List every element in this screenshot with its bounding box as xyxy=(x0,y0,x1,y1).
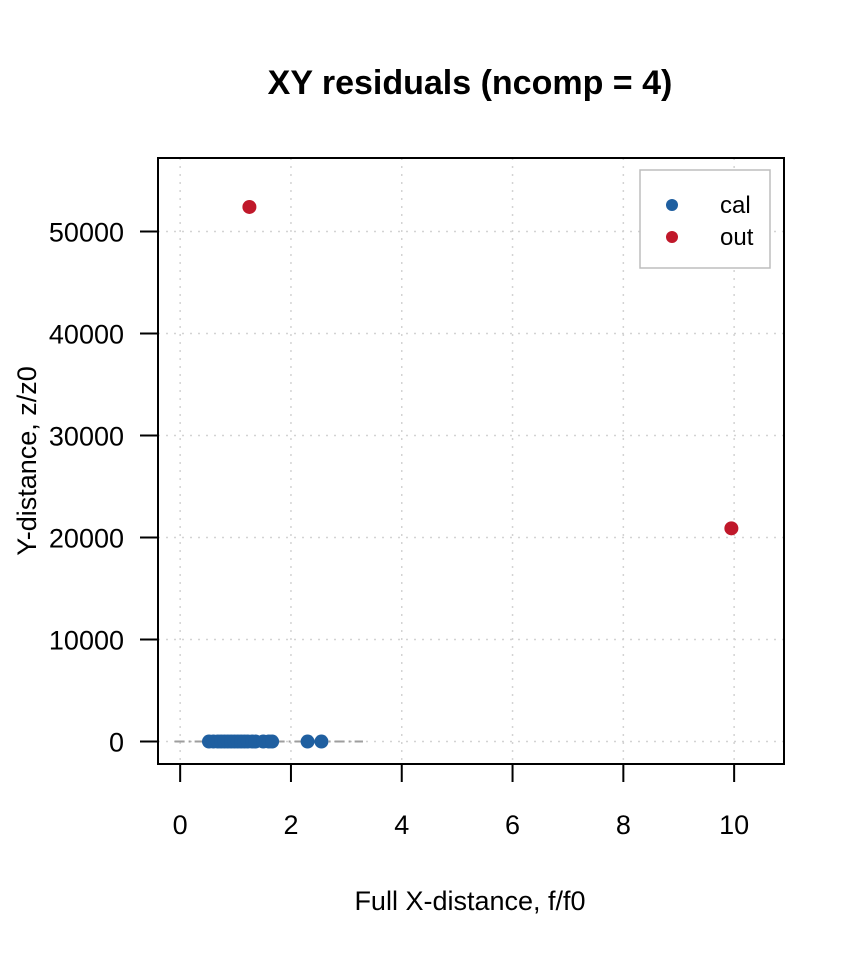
x-tick-label: 0 xyxy=(173,810,188,840)
x-tick-label: 10 xyxy=(719,810,749,840)
legend: cal out xyxy=(639,169,771,269)
x-axis: 0 2 4 6 8 10 xyxy=(173,763,749,840)
legend-marker-out xyxy=(666,231,678,243)
x-tick-label: 2 xyxy=(283,810,298,840)
y-axis-label: Y-distance, z/z0 xyxy=(12,366,42,556)
chart-title: XY residuals (ncomp = 4) xyxy=(268,64,673,102)
x-tick-label: 8 xyxy=(616,810,631,840)
y-tick-label: 20000 xyxy=(49,524,124,554)
data-point-out xyxy=(724,521,739,536)
y-axis: 0 10000 20000 30000 40000 50000 xyxy=(49,217,159,758)
y-tick-label: 50000 xyxy=(49,217,124,247)
legend-label-out: out xyxy=(720,224,754,251)
y-tick-label: 0 xyxy=(109,728,124,758)
y-tick-label: 10000 xyxy=(49,626,124,656)
data-points xyxy=(201,199,739,749)
y-tick-label: 30000 xyxy=(49,421,124,451)
legend-box xyxy=(639,169,771,269)
legend-label-cal: cal xyxy=(720,192,751,219)
data-point-cal xyxy=(265,734,280,749)
x-tick-label: 6 xyxy=(505,810,520,840)
data-point-out xyxy=(242,199,257,214)
legend-marker-cal xyxy=(666,199,678,211)
data-point-cal xyxy=(300,734,315,749)
data-point-cal xyxy=(314,734,329,749)
x-axis-label: Full X-distance, f/f0 xyxy=(354,886,585,916)
y-tick-label: 40000 xyxy=(49,319,124,349)
x-tick-label: 4 xyxy=(394,810,409,840)
